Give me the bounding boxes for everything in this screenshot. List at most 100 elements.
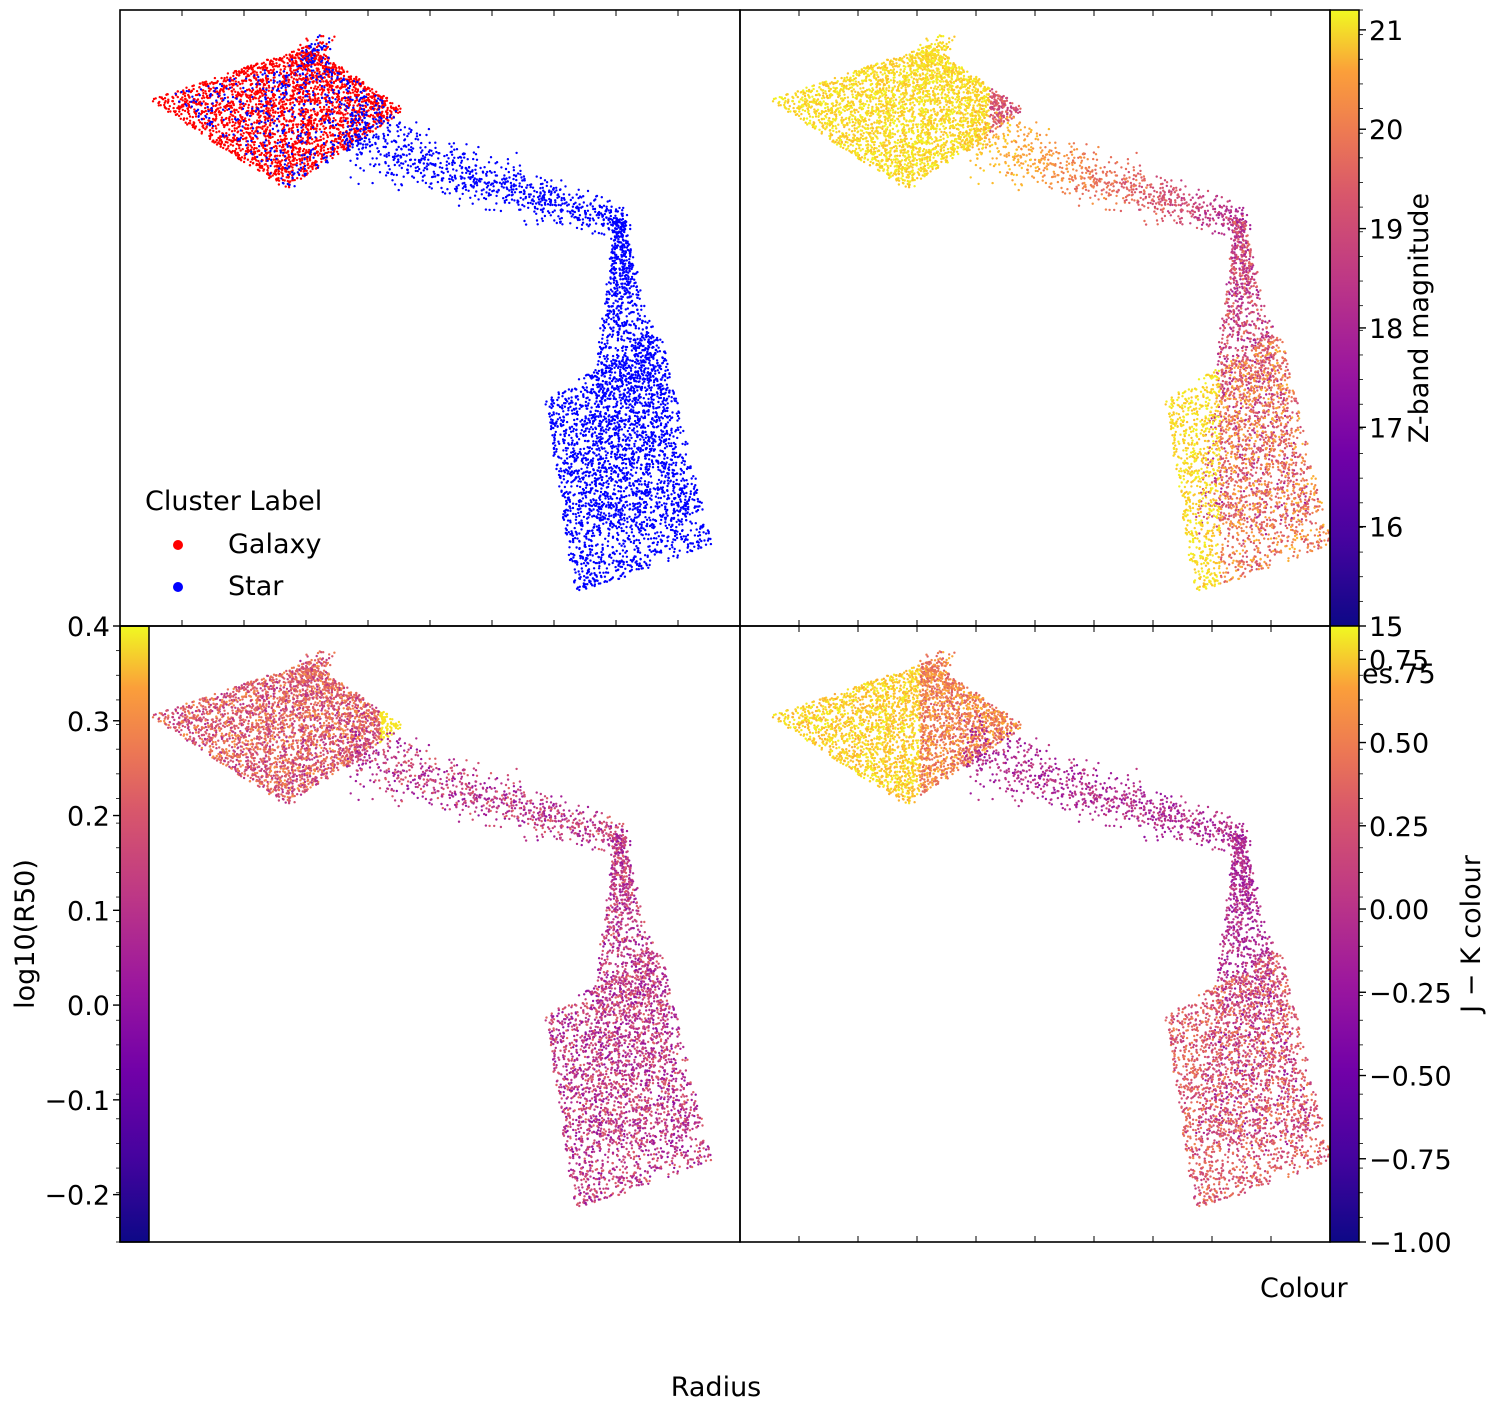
scatter-point — [674, 464, 678, 467]
scatter-point — [251, 95, 254, 99]
scatter-point — [593, 207, 597, 211]
scatter-point — [233, 77, 236, 81]
scatter-point — [267, 89, 270, 93]
scatter-point — [340, 66, 343, 69]
scatter-point — [283, 140, 286, 143]
scatter-point — [639, 438, 642, 441]
scatter-point — [266, 164, 269, 168]
scatter-point — [299, 132, 302, 135]
scatter-point — [325, 68, 328, 71]
scatter-point — [269, 100, 272, 103]
scatter-point — [318, 119, 321, 123]
scatter-point — [614, 347, 617, 350]
scatter-point — [240, 68, 243, 71]
scatter-point — [309, 109, 313, 112]
scatter-point — [346, 70, 349, 73]
scatter-point — [358, 98, 361, 102]
scatter-point — [303, 167, 306, 170]
scatter-point — [416, 180, 419, 184]
scatter-point — [609, 277, 612, 280]
scatter-point — [281, 60, 284, 63]
scatter-point — [323, 121, 327, 124]
scatter-point — [274, 161, 277, 164]
scatter-point — [296, 74, 299, 77]
scatter-point — [303, 99, 306, 102]
scatter-point — [254, 134, 257, 137]
scatter-point — [297, 67, 300, 71]
scatter-point — [303, 172, 306, 176]
scatter-point — [200, 122, 204, 125]
scatter-point — [263, 104, 266, 108]
scatter-point — [314, 85, 317, 88]
scatter-point — [311, 126, 315, 129]
scatter-point — [680, 518, 684, 521]
scatter-point — [361, 96, 364, 100]
scatter-point — [234, 90, 237, 94]
scatter-point — [287, 141, 291, 145]
scatter-point — [635, 293, 638, 296]
scatter-point — [330, 100, 333, 104]
scatter-point — [351, 124, 354, 128]
scatter-point — [390, 171, 393, 175]
scatter-point — [583, 209, 587, 213]
scatter-point — [377, 102, 380, 105]
scatter-point — [215, 103, 218, 107]
scatter-point — [419, 171, 423, 175]
scatter-point — [424, 146, 427, 149]
scatter-point — [182, 105, 185, 108]
scatter-point — [283, 80, 286, 83]
scatter-point — [327, 41, 331, 44]
scatter-point — [284, 143, 287, 146]
scatter-point — [398, 164, 401, 167]
scatter-point — [172, 106, 175, 110]
scatter-point — [238, 121, 242, 125]
scatter-point — [521, 179, 524, 182]
scatter-point — [371, 107, 375, 110]
scatter-point — [387, 154, 391, 157]
scatter-point — [460, 159, 464, 162]
scatter-point — [451, 163, 454, 167]
scatter-point — [612, 326, 615, 329]
scatter-point — [326, 94, 329, 97]
scatter-point — [266, 171, 269, 174]
scatter-point — [254, 157, 257, 161]
scatter-point — [469, 176, 472, 179]
scatter-point — [300, 161, 304, 164]
scatter-point — [603, 342, 606, 346]
scatter-point — [613, 253, 617, 256]
scatter-point — [230, 89, 233, 93]
scatter-point — [428, 141, 431, 144]
scatter-point — [285, 93, 288, 96]
scatter-point — [197, 114, 200, 118]
scatter-point — [414, 137, 417, 141]
scatter-point — [283, 107, 286, 111]
scatter-point — [272, 122, 276, 125]
scatter-point — [382, 145, 385, 149]
scatter-point — [303, 103, 306, 106]
scatter-point — [208, 82, 212, 85]
scatter-point — [288, 64, 291, 67]
scatter-point — [283, 118, 286, 121]
scatter-point — [289, 146, 292, 149]
scatter-point — [629, 248, 632, 251]
scatter-point — [621, 214, 624, 218]
scatter-point — [542, 189, 545, 192]
scatter-point — [310, 71, 314, 75]
scatter-point — [351, 114, 354, 118]
scatter-point — [571, 205, 575, 208]
scatter-point — [612, 216, 616, 220]
scatter-point — [292, 173, 295, 176]
scatter-point — [225, 148, 228, 151]
scatter-point — [151, 100, 155, 103]
scatter-point — [506, 158, 510, 161]
scatter-point — [299, 123, 303, 126]
scatter-point — [630, 275, 634, 279]
scatter-point — [382, 105, 385, 109]
scatter-point — [187, 93, 190, 97]
scatter-point — [626, 517, 629, 520]
scatter-point — [550, 192, 553, 195]
scatter-point — [244, 103, 247, 106]
scatter-point — [356, 157, 359, 160]
scatter-point — [223, 125, 226, 129]
scatter-point — [247, 88, 251, 91]
